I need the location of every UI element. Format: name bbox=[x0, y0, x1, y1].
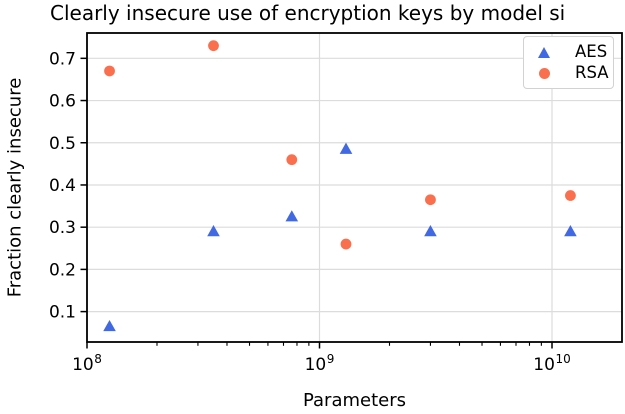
y-tick-label: 0.5 bbox=[49, 134, 76, 154]
legend-item-aes: AES bbox=[524, 42, 613, 63]
legend-label-rsa: RSA bbox=[575, 63, 609, 83]
x-tick-label: 108 bbox=[72, 352, 102, 375]
y-tick-label: 0.1 bbox=[49, 303, 76, 323]
data-point-marker bbox=[425, 194, 436, 206]
y-tick-label: 0.3 bbox=[49, 218, 76, 238]
data-point-marker bbox=[339, 142, 353, 154]
data-point-marker bbox=[207, 225, 220, 237]
data-point-marker bbox=[340, 238, 352, 250]
data-point-marker bbox=[424, 225, 437, 237]
x-tick-label: 1010 bbox=[533, 352, 570, 375]
y-axis-label-wrap: Fraction clearly insecure bbox=[0, 33, 30, 342]
series-aes-points bbox=[103, 142, 577, 332]
data-point-marker bbox=[565, 190, 576, 201]
data-point-marker bbox=[285, 210, 299, 222]
circle-marker-icon bbox=[537, 68, 551, 79]
axis-ticks bbox=[80, 57, 553, 349]
data-point-marker bbox=[286, 154, 298, 166]
y-tick-label: 0.6 bbox=[49, 92, 76, 112]
data-point-marker bbox=[208, 40, 219, 52]
legend-label-aes: AES bbox=[575, 42, 608, 62]
x-tick-label: 109 bbox=[305, 352, 335, 375]
series-rsa-points bbox=[104, 40, 576, 250]
data-point-marker bbox=[104, 65, 115, 77]
chart-title: Clearly insecure use of encryption keys … bbox=[50, 1, 566, 25]
plot-border bbox=[86, 32, 623, 343]
legend: AES RSA bbox=[523, 36, 614, 89]
data-point-marker bbox=[564, 225, 577, 237]
y-tick-label: 0.2 bbox=[49, 260, 76, 280]
x-axis-label: Parameters bbox=[302, 390, 407, 411]
y-axis-label: Fraction clearly insecure bbox=[4, 77, 26, 298]
legend-item-rsa: RSA bbox=[524, 63, 613, 84]
tick-labels: 0.1 0.2 0.3 0.4 0.5 0.6 0.7 108 109 1010 bbox=[49, 49, 571, 375]
triangle-marker-icon bbox=[537, 47, 551, 58]
y-tick-label: 0.4 bbox=[49, 176, 76, 196]
data-point-marker bbox=[103, 319, 116, 332]
y-tick-label: 0.7 bbox=[49, 49, 76, 69]
